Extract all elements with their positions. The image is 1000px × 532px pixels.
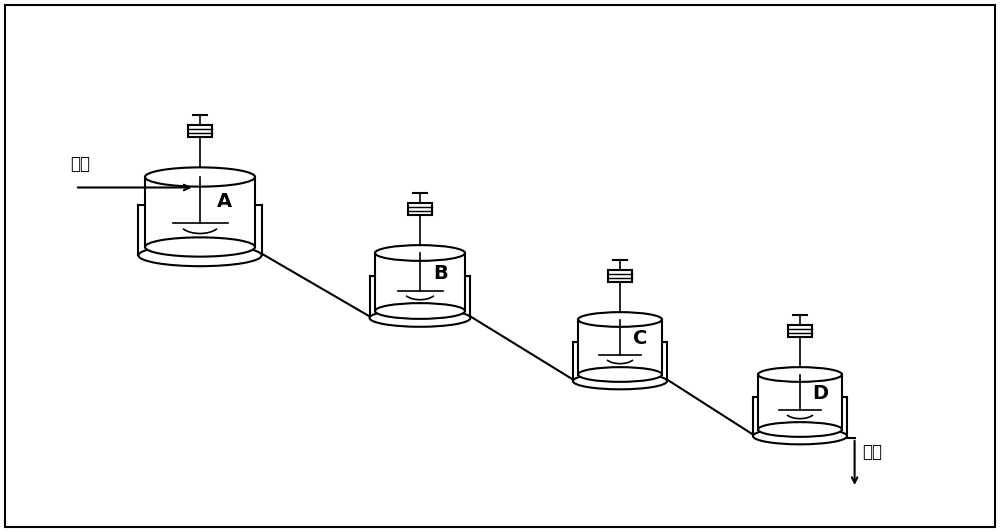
FancyBboxPatch shape xyxy=(5,5,995,527)
Ellipse shape xyxy=(138,245,262,266)
FancyBboxPatch shape xyxy=(608,270,632,282)
Text: A: A xyxy=(216,192,232,211)
Text: 出料: 出料 xyxy=(863,443,883,461)
Text: C: C xyxy=(633,329,647,348)
Ellipse shape xyxy=(578,367,662,382)
Ellipse shape xyxy=(145,237,255,256)
FancyBboxPatch shape xyxy=(788,325,812,337)
Text: B: B xyxy=(434,264,448,283)
Text: D: D xyxy=(813,384,829,403)
Text: 进料: 进料 xyxy=(70,154,90,172)
Ellipse shape xyxy=(375,303,465,319)
Ellipse shape xyxy=(758,422,842,437)
Ellipse shape xyxy=(370,309,470,327)
FancyBboxPatch shape xyxy=(188,126,212,137)
Ellipse shape xyxy=(753,428,847,444)
FancyBboxPatch shape xyxy=(408,203,432,215)
Ellipse shape xyxy=(573,373,667,389)
